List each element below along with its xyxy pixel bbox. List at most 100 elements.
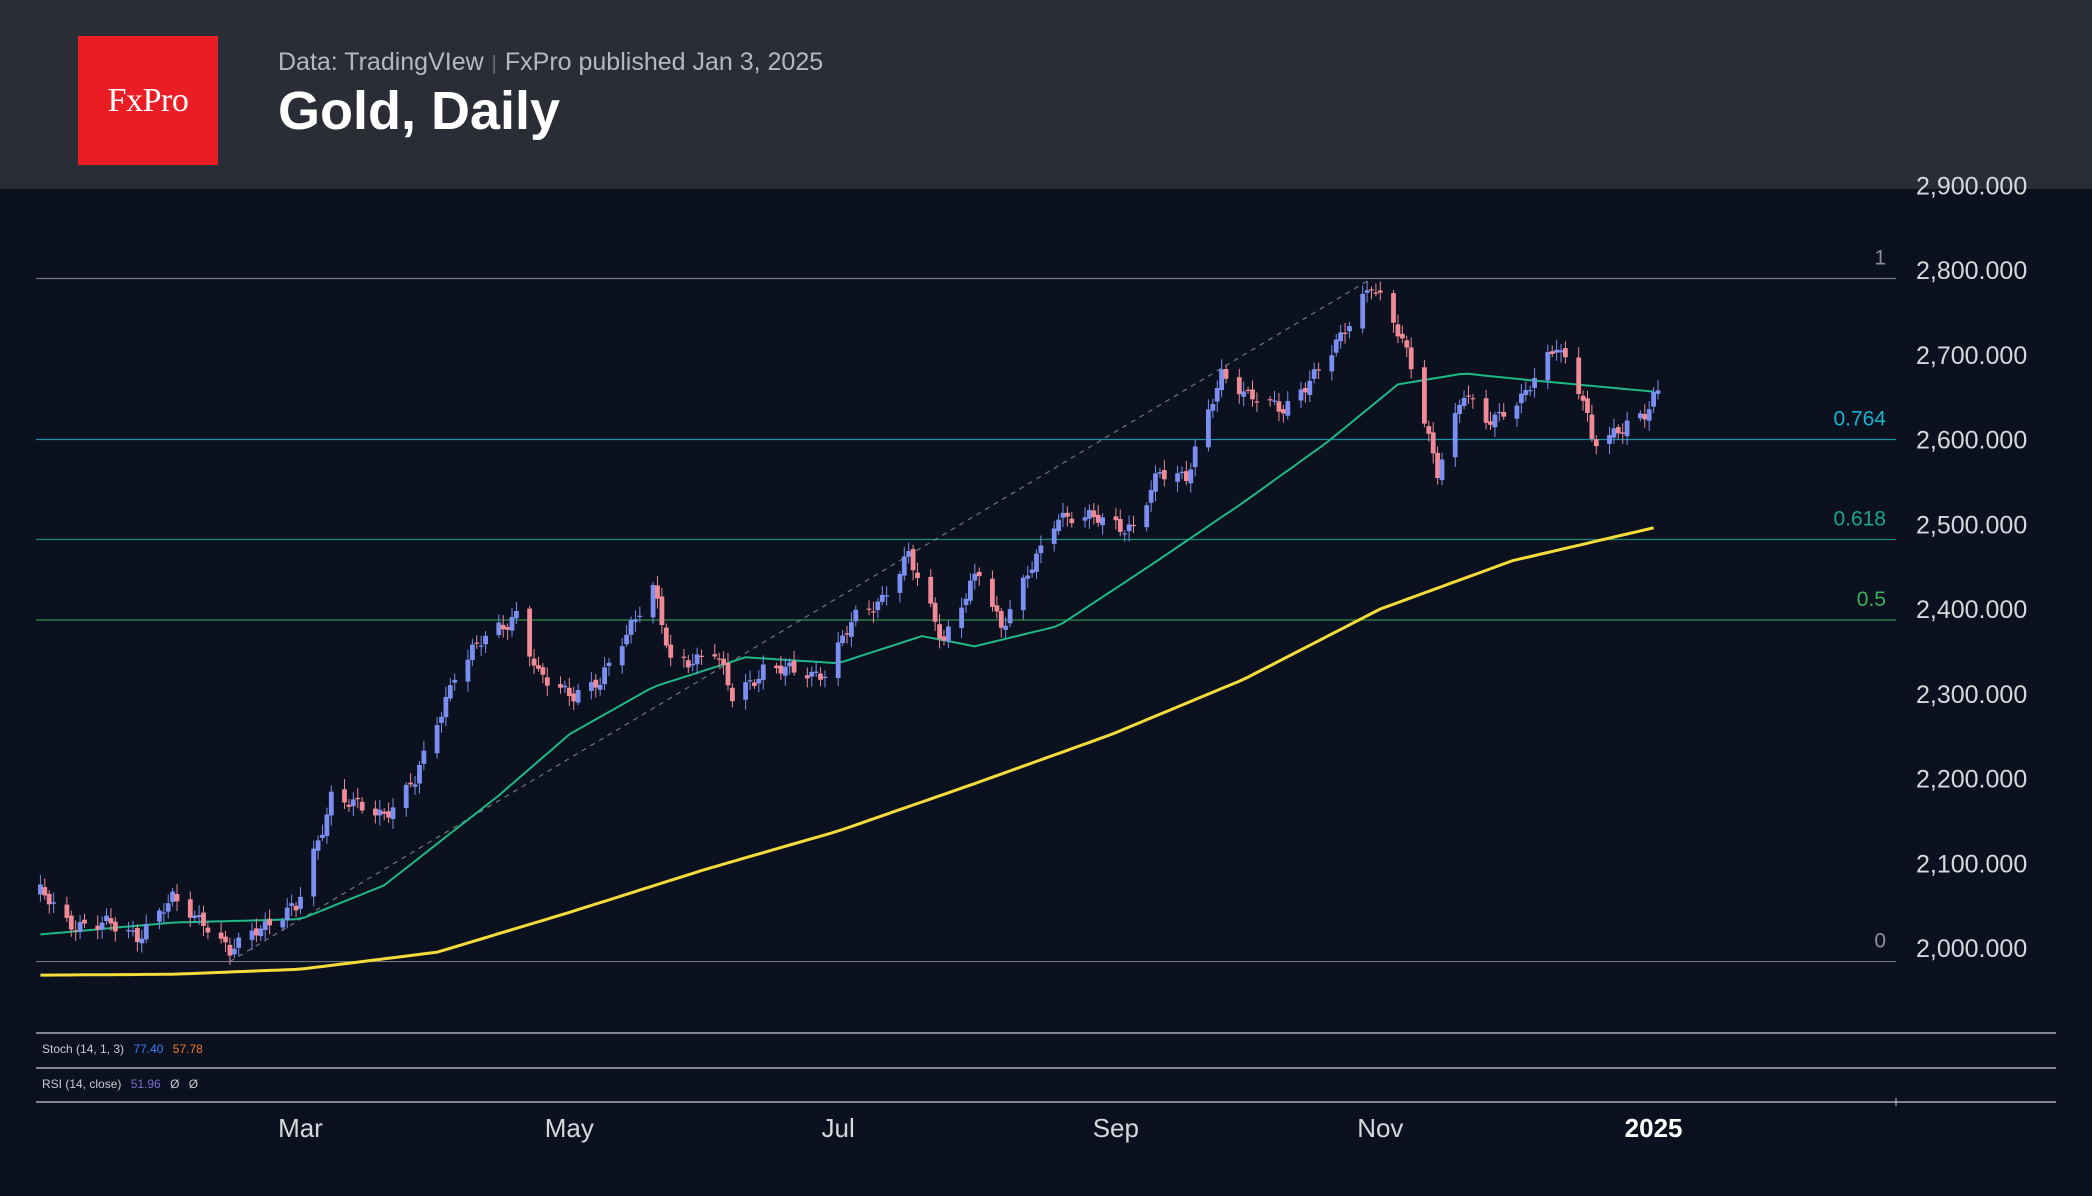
candle-body (284, 907, 290, 921)
candle-body (633, 619, 638, 622)
candle-body (597, 684, 603, 690)
candle-body (82, 919, 87, 924)
time-axis[interactable]: Mar May Jul Sep Nov 2025 (278, 1113, 1682, 1143)
time-tick-label: Nov (1357, 1113, 1403, 1143)
candle-body (844, 633, 850, 635)
candle-body (51, 902, 56, 904)
candle-body (1188, 469, 1194, 484)
price-axis[interactable]: 2,000.000 2,100.000 2,200.000 2,300.000 2,40… (1916, 172, 2027, 963)
candle-body (417, 765, 422, 784)
candle-body (1545, 352, 1551, 381)
candle-body (1563, 348, 1568, 358)
candle-body (1117, 519, 1123, 532)
candle-body (1576, 357, 1582, 395)
stoch-legend[interactable]: Stoch (14, 1, 3) 77.40 57.78 (42, 1042, 203, 1056)
candle-body (68, 915, 74, 930)
candle-body (1254, 401, 1260, 403)
candle-body (1034, 553, 1039, 572)
candle-body (1131, 524, 1136, 527)
candle-body (1527, 390, 1533, 392)
candle-body (1514, 405, 1520, 419)
price-tick-label: 2,900.000 (1916, 172, 2027, 200)
stoch-label: Stoch (14, 1, 3) (42, 1042, 124, 1056)
candle-body (606, 662, 612, 666)
candle-body (377, 809, 383, 816)
candle-body (531, 658, 537, 666)
candle-body (527, 608, 532, 657)
candle-body (1065, 512, 1070, 517)
candle-body (1607, 435, 1612, 444)
candle-body (514, 611, 519, 619)
candle-body (1611, 428, 1617, 438)
candle-body (835, 642, 841, 679)
candle-body (73, 930, 79, 932)
candle-body (1161, 470, 1167, 480)
candle-body (99, 922, 105, 930)
fxpro-logo[interactable]: FxPro (78, 36, 218, 165)
candle-body (359, 801, 365, 811)
candle-body (637, 615, 643, 617)
candle-body (1060, 512, 1066, 518)
rsi-legend[interactable]: RSI (14, close) 51.96 Ø Ø (42, 1077, 198, 1091)
price-tick-label: 2,700.000 (1916, 342, 2027, 370)
candle-body (840, 635, 845, 643)
candle-body (1206, 409, 1211, 448)
candle-body (1532, 378, 1537, 388)
candle-body (668, 644, 674, 658)
candle-body (1175, 473, 1180, 482)
candle-body (298, 896, 303, 909)
candle-body (1157, 472, 1163, 474)
candle-body (381, 811, 387, 814)
candle-body (822, 676, 828, 678)
candle-body (1280, 409, 1286, 414)
candle-body (227, 944, 233, 956)
candle-body (871, 611, 876, 613)
candle-body (787, 662, 793, 667)
candle-body (752, 682, 757, 686)
price-tick-label: 2,200.000 (1916, 766, 2027, 794)
candle-body (483, 635, 488, 645)
candle-body (64, 904, 70, 918)
candle-body (747, 680, 753, 682)
candle-body (77, 922, 83, 932)
candle-body (412, 784, 418, 787)
candle-body (505, 627, 510, 630)
published-label: FxPro published Jan 3, 2025 (504, 48, 824, 76)
price-tick-label: 2,000.000 (1916, 935, 2027, 963)
candle-body (1276, 401, 1282, 412)
candle-body (1439, 459, 1445, 481)
candle-body (536, 665, 541, 669)
candle-body (311, 848, 317, 897)
candle-body (998, 611, 1004, 628)
candle-body (1624, 420, 1630, 437)
time-tick-label: Sep (1093, 1113, 1139, 1143)
candle-body (725, 663, 731, 686)
candle-body (1461, 397, 1467, 406)
candle-body (1369, 289, 1374, 291)
candle-body (421, 750, 427, 764)
candle-body (324, 814, 330, 836)
candle-body (218, 932, 224, 939)
candle-body (1236, 377, 1242, 395)
candle-body (1184, 471, 1189, 481)
candle-body (1241, 391, 1247, 397)
candle-body (126, 929, 131, 932)
candle-body (932, 602, 938, 622)
candle-body (879, 594, 885, 602)
candle-body (509, 617, 515, 631)
candle-body (258, 928, 264, 937)
candle-body (712, 654, 718, 657)
candle-body (1020, 577, 1026, 611)
candle-body (342, 789, 347, 803)
time-tick-label: Mar (278, 1113, 323, 1143)
candle-body (1038, 545, 1044, 554)
candle-body (496, 622, 502, 636)
rsi-extra-value: Ø (170, 1077, 179, 1091)
candle-body (478, 645, 484, 647)
price-tick-label: 2,600.000 (1916, 427, 2027, 455)
candle-body (1519, 393, 1524, 404)
candle-body (254, 928, 259, 936)
candle-body (1087, 509, 1092, 519)
candle-body (1655, 390, 1661, 394)
